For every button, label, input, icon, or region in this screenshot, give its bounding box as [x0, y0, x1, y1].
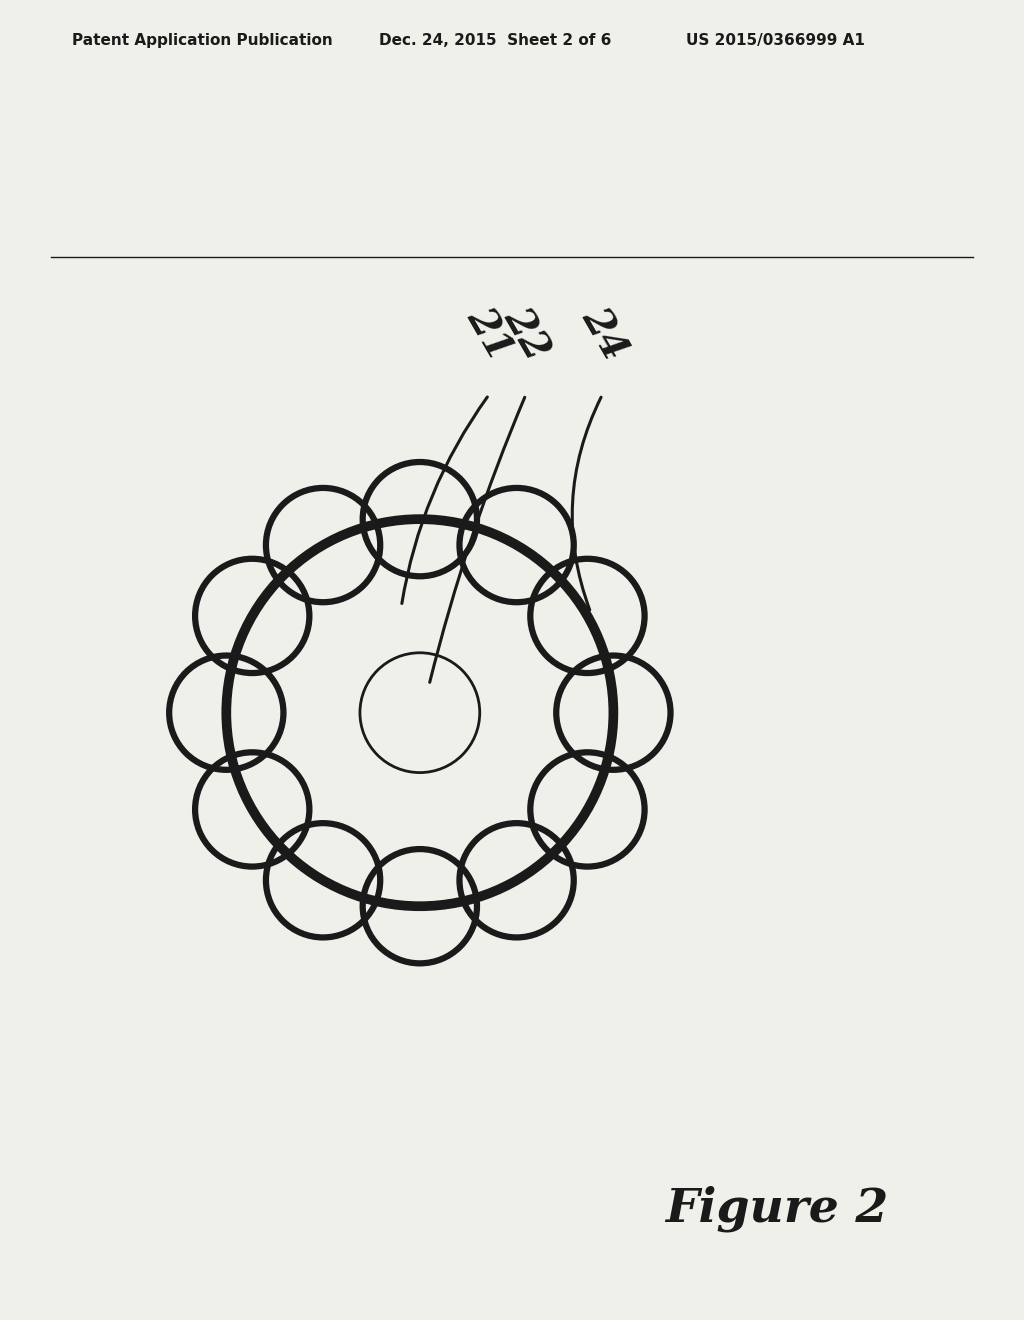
Text: 22: 22: [496, 301, 556, 367]
Text: 24: 24: [574, 301, 634, 367]
Text: Figure 2: Figure 2: [666, 1185, 889, 1232]
Text: Dec. 24, 2015  Sheet 2 of 6: Dec. 24, 2015 Sheet 2 of 6: [379, 33, 611, 48]
Text: 21: 21: [459, 301, 519, 367]
FancyArrowPatch shape: [401, 397, 487, 603]
Text: Patent Application Publication: Patent Application Publication: [72, 33, 333, 48]
FancyArrowPatch shape: [572, 397, 601, 610]
FancyArrowPatch shape: [430, 397, 524, 682]
Text: US 2015/0366999 A1: US 2015/0366999 A1: [686, 33, 865, 48]
